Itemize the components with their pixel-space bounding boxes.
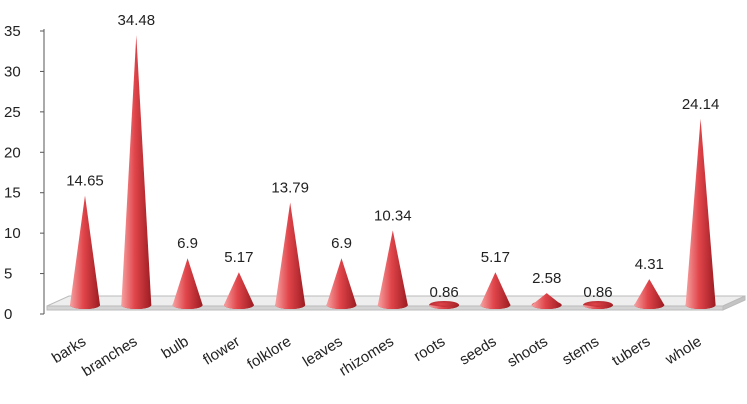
data-label: 4.31 [635, 256, 664, 273]
y-tick-label: 10 [4, 225, 21, 242]
cone-bar [70, 195, 100, 309]
category-label: seeds [457, 333, 500, 369]
category-label: folklore [244, 333, 294, 373]
cone-bar [377, 230, 408, 309]
category-label: rhizomes [336, 333, 397, 380]
cone-bar [326, 258, 357, 309]
cone-body [70, 195, 100, 309]
y-tick-label: 35 [4, 23, 21, 40]
cone-body [223, 272, 254, 309]
cone-body [275, 202, 306, 309]
cone-body [121, 35, 152, 310]
data-label: 0.86 [429, 284, 458, 301]
category-label: bulb [159, 333, 192, 362]
category-label: flower [200, 333, 243, 369]
data-label: 5.17 [481, 249, 510, 266]
data-label: 6.9 [177, 235, 198, 252]
cone-body [377, 230, 408, 309]
cone-body [531, 293, 562, 309]
category-label: branches [79, 333, 140, 380]
cone-body [429, 305, 460, 309]
data-labels: 14.65 34.48 6.9 5.17 13.79 6.9 10.34 0.86 5.17 2.… [66, 12, 719, 301]
cone-bar [275, 202, 306, 309]
cone-bar [531, 293, 562, 309]
y-tick-label: 15 [4, 185, 21, 202]
cone-bar [172, 258, 203, 309]
cones [70, 35, 716, 310]
cone-bar [685, 118, 716, 310]
cone-body [685, 118, 716, 310]
floor-side [722, 295, 746, 311]
category-label: tubers [609, 333, 653, 370]
category-label: barks [49, 333, 89, 367]
cone-bar [223, 272, 254, 309]
cone-body [634, 279, 665, 309]
category-label: stems [559, 333, 602, 369]
cone-body [583, 305, 613, 309]
category-label: whole [662, 333, 705, 369]
cone-body [480, 272, 511, 309]
data-label: 14.65 [66, 173, 104, 190]
data-label: 5.17 [224, 249, 253, 266]
cone-body [326, 258, 357, 309]
cone-body [172, 258, 203, 309]
y-tick-label: 30 [4, 63, 21, 80]
data-label: 2.58 [532, 270, 561, 287]
category-label: roots [411, 333, 448, 365]
data-label: 13.79 [271, 179, 309, 196]
cone-bar [429, 301, 460, 309]
data-label: 6.9 [331, 235, 352, 252]
y-axis: 0 5 10 15 20 25 30 35 [4, 23, 45, 323]
y-tick-label: 20 [4, 144, 21, 161]
y-tick-label: 0 [4, 306, 12, 323]
data-label: 24.14 [682, 96, 720, 113]
data-label: 34.48 [118, 12, 156, 29]
y-tick-label: 5 [4, 266, 12, 283]
data-label: 10.34 [374, 207, 412, 224]
cone-bar [121, 35, 152, 310]
category-label: shoots [504, 333, 550, 371]
cone-bar [480, 272, 511, 309]
cone-bar [634, 279, 665, 309]
data-label: 0.86 [583, 284, 612, 301]
cone-bar [583, 301, 613, 309]
y-tick-label: 25 [4, 104, 21, 121]
